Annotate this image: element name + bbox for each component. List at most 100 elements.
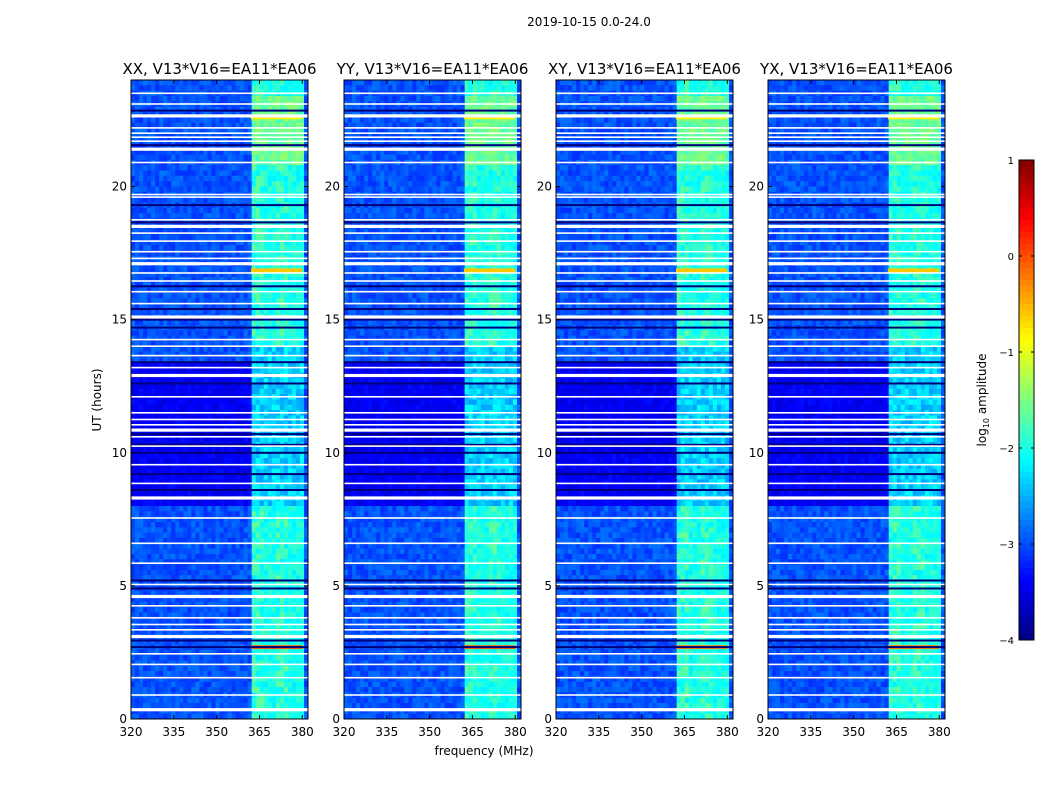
heatmap-cell <box>251 239 257 246</box>
heatmap-cell <box>251 649 257 656</box>
heatmap-cell <box>227 378 232 384</box>
heatmap-cell <box>187 500 192 507</box>
heatmap-cell <box>175 420 180 427</box>
heatmap-cell <box>159 474 164 480</box>
heatmap-cell <box>163 330 168 336</box>
heatmap-cell <box>147 213 152 219</box>
heatmap-cell <box>287 404 293 411</box>
heatmap-cell <box>263 181 269 187</box>
heatmap-cell <box>187 106 192 113</box>
heatmap-cell <box>143 548 148 555</box>
heatmap-cell <box>143 95 148 102</box>
heatmap-cell <box>275 346 281 352</box>
heatmap-cell <box>147 676 152 683</box>
heatmap-cell <box>163 436 168 443</box>
heatmap-cell <box>191 516 196 523</box>
heatmap-cell <box>175 117 180 124</box>
heatmap-cell <box>135 271 140 278</box>
heatmap-cell <box>279 553 285 560</box>
heatmap-cell <box>207 266 212 273</box>
heatmap-cell <box>223 511 228 518</box>
heatmap-cell <box>271 420 277 427</box>
heatmap-cell <box>131 665 136 672</box>
heatmap-cell <box>243 271 249 278</box>
heatmap-cell <box>147 436 152 443</box>
heatmap-cell <box>195 548 200 555</box>
heatmap-cell <box>219 479 224 486</box>
heatmap-cell <box>251 639 257 645</box>
heatmap-cell <box>271 601 277 608</box>
heatmap-cell <box>131 559 136 565</box>
heatmap-cell <box>203 521 208 528</box>
heatmap-cell <box>243 500 249 507</box>
heatmap-cell <box>187 229 192 235</box>
heatmap-cell <box>259 665 265 672</box>
heatmap-cell <box>291 133 297 139</box>
heatmap-cell <box>299 458 305 464</box>
heatmap-cell <box>155 250 160 257</box>
heatmap-cell <box>243 458 249 464</box>
heatmap-cell <box>171 250 176 257</box>
heatmap-cell <box>151 660 156 667</box>
heatmap-cell <box>239 458 245 464</box>
heatmap-cell <box>283 511 289 518</box>
heatmap-cell <box>179 463 184 470</box>
heatmap-cell <box>303 660 309 667</box>
heatmap-cell <box>131 175 136 182</box>
heatmap-cell <box>283 676 289 683</box>
heatmap-cell <box>171 399 176 406</box>
heatmap-cell <box>203 287 208 294</box>
heatmap-cell <box>231 330 236 336</box>
heatmap-cell <box>259 537 265 544</box>
heatmap-cell <box>167 330 172 336</box>
heatmap-cell <box>191 612 196 619</box>
heatmap-cell <box>223 575 228 581</box>
heatmap-cell <box>215 575 220 581</box>
heatmap-cell <box>259 143 265 150</box>
heatmap-cell <box>223 303 228 310</box>
heatmap-cell <box>279 250 285 257</box>
heatmap-cell <box>187 340 192 347</box>
heatmap-cell <box>255 234 261 241</box>
heatmap-cell <box>143 516 148 523</box>
heatmap-cell <box>275 617 281 624</box>
heatmap-cell <box>207 676 212 683</box>
heatmap-cell <box>259 404 265 411</box>
heatmap-cell <box>263 607 269 613</box>
heatmap-cell <box>287 239 293 246</box>
heatmap-cell <box>175 175 180 182</box>
heatmap-cell <box>243 293 249 299</box>
heatmap-cell <box>171 468 176 475</box>
heatmap-cell <box>163 521 168 528</box>
heatmap-cell <box>211 330 216 336</box>
heatmap-cell <box>255 181 261 187</box>
heatmap-cell <box>243 234 249 241</box>
heatmap-cell <box>263 308 269 315</box>
heatmap-cell <box>287 559 293 565</box>
heatmap-cell <box>223 245 228 251</box>
heatmap-cell <box>271 468 277 475</box>
heatmap-cell <box>207 308 212 315</box>
heatmap-cell <box>255 580 261 587</box>
heatmap-cell <box>239 527 245 534</box>
heatmap-cell <box>271 383 277 390</box>
heatmap-cell <box>287 346 293 352</box>
heatmap-cell <box>143 330 148 336</box>
heatmap-cell <box>271 319 277 326</box>
heatmap-cell <box>231 186 236 193</box>
heatmap-cell <box>247 628 253 635</box>
heatmap-cell <box>151 463 156 470</box>
heatmap-cell <box>163 378 168 384</box>
heatmap-cell <box>255 335 261 342</box>
heatmap-cell <box>155 553 160 560</box>
heatmap-cell <box>287 580 293 587</box>
heatmap-cell <box>303 601 309 608</box>
heatmap-cell <box>179 85 184 92</box>
heatmap-cell <box>295 649 301 656</box>
heatmap-cell <box>211 553 216 560</box>
heatmap-cell <box>235 330 241 336</box>
heatmap-cell <box>171 271 176 278</box>
heatmap-cell <box>163 660 168 667</box>
heatmap-cell <box>171 665 176 672</box>
heatmap-cell <box>219 170 224 177</box>
